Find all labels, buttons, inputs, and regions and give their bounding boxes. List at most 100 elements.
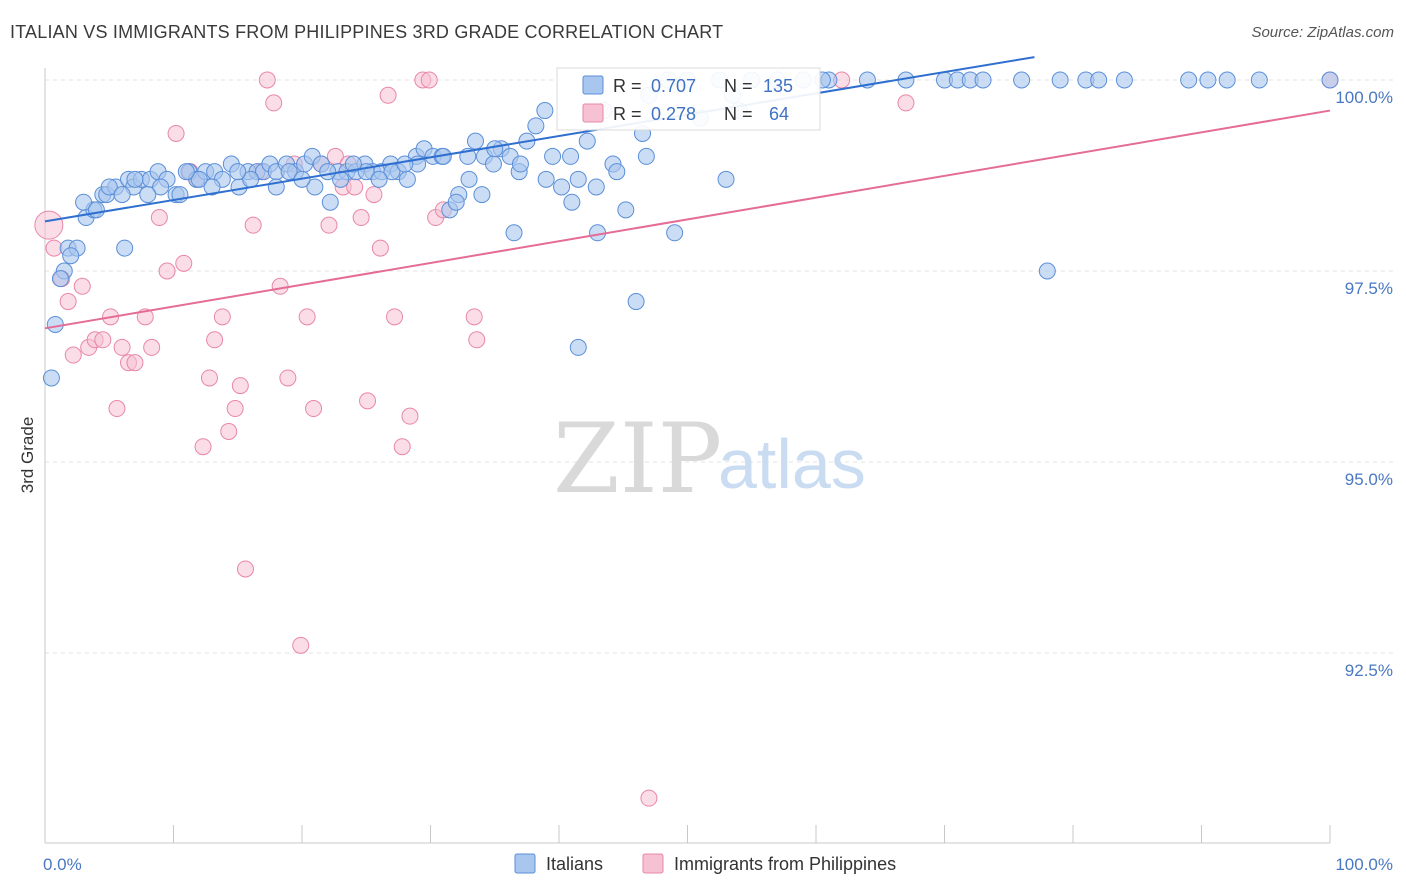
stats-swatch-italians	[582, 75, 604, 95]
trend-lines	[44, 56, 1331, 330]
data-point-philippines	[213, 308, 231, 326]
x-axis-ticks	[44, 825, 1331, 843]
data-point-philippines	[640, 789, 658, 807]
data-point-philippines	[34, 210, 64, 240]
data-point-italians	[139, 186, 157, 204]
data-point-italians	[1218, 71, 1236, 89]
data-point-italians	[51, 270, 69, 288]
data-point-italians	[152, 178, 170, 196]
data-point-philippines	[94, 331, 112, 349]
data-point-italians	[396, 155, 414, 173]
legend-swatch-italians	[514, 853, 536, 874]
data-point-italians	[190, 170, 208, 188]
data-point-italians	[398, 170, 416, 188]
data-point-philippines	[167, 124, 185, 142]
data-point-italians	[511, 155, 529, 173]
data-point-italians	[100, 178, 118, 196]
data-point-philippines	[386, 308, 404, 326]
data-point-italians	[1199, 71, 1217, 89]
data-point-philippines	[175, 254, 193, 272]
stats-n-label-italians: N =	[724, 76, 753, 96]
stats-n-label-philippines: N =	[724, 104, 753, 124]
data-point-italians	[42, 369, 60, 387]
chart-title: ITALIAN VS IMMIGRANTS FROM PHILIPPINES 3…	[10, 22, 724, 42]
legend-swatch-philippines	[642, 853, 664, 874]
data-point-italians	[75, 193, 93, 211]
data-point-italians	[306, 178, 324, 196]
data-point-philippines	[231, 377, 249, 395]
data-point-italians	[666, 224, 684, 242]
stats-r-value-italians: 0.707	[651, 76, 696, 96]
data-point-italians	[563, 193, 581, 211]
data-point-italians	[370, 170, 388, 188]
data-point-italians	[1180, 71, 1198, 89]
data-point-italians	[569, 170, 587, 188]
data-point-italians	[1038, 262, 1056, 280]
data-point-italians	[587, 178, 605, 196]
y-tick-label: 95.0%	[1345, 470, 1393, 489]
chart-source: Source: ZipAtlas.com	[1251, 24, 1394, 41]
data-point-italians	[113, 186, 131, 204]
data-point-philippines	[271, 277, 289, 295]
legend-label-philippines: Immigrants from Philippines	[674, 854, 896, 874]
stats-r-value-philippines: 0.278	[651, 104, 696, 124]
data-point-philippines	[292, 636, 310, 654]
data-point-philippines	[265, 94, 283, 112]
data-point-philippines	[468, 331, 486, 349]
data-point-philippines	[401, 407, 419, 425]
y-tick-label: 100.0%	[1335, 88, 1393, 107]
data-point-philippines	[108, 400, 126, 418]
data-point-italians	[126, 170, 144, 188]
data-point-italians	[321, 193, 339, 211]
data-point-italians	[974, 71, 992, 89]
data-point-italians	[1013, 71, 1031, 89]
data-point-philippines	[258, 71, 276, 89]
y-axis-title: 3rd Grade	[18, 417, 37, 494]
y-tick-label: 92.5%	[1345, 661, 1393, 680]
trend-line-philippines	[44, 109, 1331, 330]
trend-line-italians	[44, 56, 1035, 223]
stats-box: R = 0.707 N = 135 R = 0.278 N = 64	[556, 67, 821, 131]
y-tick-labels: 92.5% 95.0% 97.5% 100.0%	[1335, 88, 1393, 680]
data-point-italians	[617, 201, 635, 219]
data-point-philippines	[200, 369, 218, 387]
data-point-philippines	[465, 308, 483, 326]
data-point-philippines	[194, 438, 212, 456]
data-point-philippines	[305, 400, 323, 418]
data-point-philippines	[359, 392, 377, 410]
data-point-italians	[544, 147, 562, 165]
x-tick-label-max: 100.0%	[1335, 855, 1393, 874]
y-tick-label: 97.5%	[1345, 279, 1393, 298]
data-point-italians	[1321, 71, 1339, 89]
x-tick-label-min: 0.0%	[43, 855, 82, 874]
data-point-italians	[447, 193, 465, 211]
data-point-italians	[505, 224, 523, 242]
stats-r-label-philippines: R =	[613, 104, 642, 124]
data-point-italians	[1115, 71, 1133, 89]
data-point-philippines	[126, 354, 144, 372]
data-point-italians	[46, 315, 64, 333]
data-point-philippines	[393, 438, 411, 456]
stats-swatch-philippines	[582, 103, 604, 123]
data-point-philippines	[298, 308, 316, 326]
watermark-zip: ZIP	[553, 403, 722, 515]
data-point-philippines	[279, 369, 297, 387]
data-point-philippines	[64, 346, 82, 364]
stats-n-value-philippines: 64	[769, 104, 789, 124]
data-point-philippines	[220, 422, 238, 440]
data-point-italians	[319, 163, 337, 181]
data-point-italians	[486, 140, 504, 158]
data-point-italians	[484, 155, 502, 173]
data-point-philippines	[379, 86, 397, 104]
data-point-philippines	[897, 94, 915, 112]
data-point-italians	[1090, 71, 1108, 89]
data-point-italians	[627, 293, 645, 311]
data-point-italians	[1051, 71, 1069, 89]
data-point-italians	[608, 163, 626, 181]
data-point-philippines	[158, 262, 176, 280]
legend-label-italians: Italians	[546, 854, 603, 874]
data-point-italians	[62, 247, 80, 265]
stats-n-value-italians: 135	[763, 76, 793, 96]
data-point-philippines	[236, 560, 254, 578]
data-point-philippines	[346, 178, 364, 196]
